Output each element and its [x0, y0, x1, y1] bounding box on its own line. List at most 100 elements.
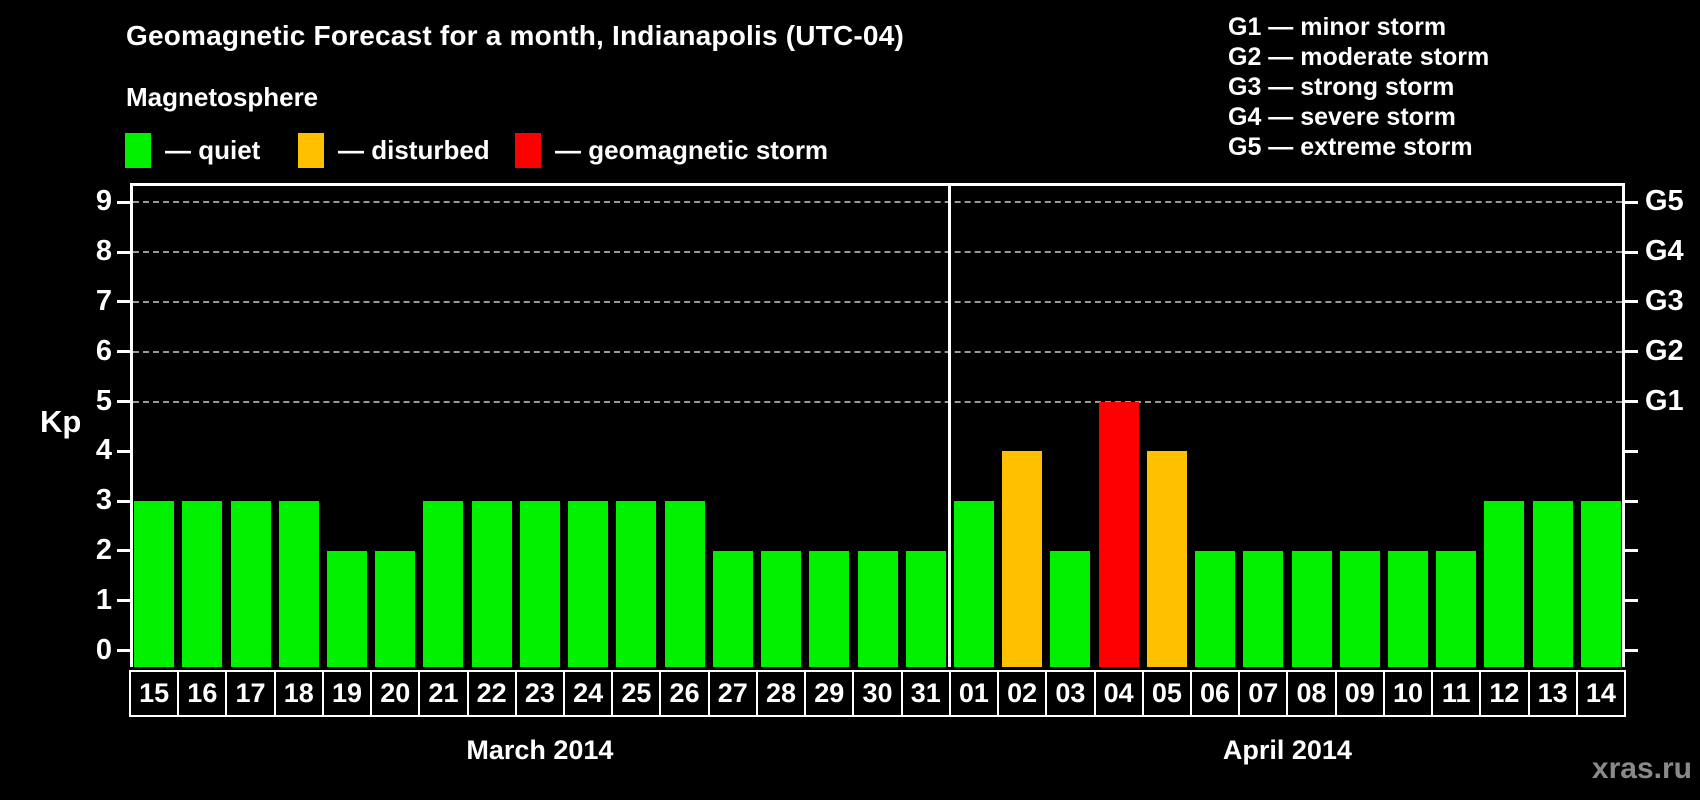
g-legend-line-3: G3 — strong storm: [1228, 73, 1455, 101]
legend-item-storm: — geomagnetic storm: [515, 133, 828, 168]
kp-bar-day-04: [1098, 401, 1139, 667]
g-tick-label-G5: G5: [1645, 185, 1684, 218]
day-label-march-30: 30: [852, 670, 903, 717]
day-label-march-29: 29: [804, 670, 855, 717]
day-label-march-31: 31: [900, 670, 951, 717]
right-tick-kp0: [1625, 649, 1638, 652]
y-axis-label-kp: Kp: [40, 404, 82, 439]
kp-tick-label-5: 5: [95, 384, 112, 417]
day-label-march-19: 19: [321, 670, 373, 717]
kp-tick-label-2: 2: [95, 533, 112, 566]
kp-bar-day-23: [519, 501, 560, 667]
g-legend-line-2: G2 — moderate storm: [1228, 43, 1490, 71]
day-label-april-04: 04: [1093, 670, 1144, 717]
day-label-march-18: 18: [273, 670, 324, 717]
day-label-march-24: 24: [563, 670, 614, 717]
kp-bar-day-07: [1243, 550, 1284, 667]
gridline-kp9: [133, 201, 1622, 204]
day-label-april-03: 03: [1045, 670, 1096, 717]
day-label-march-22: 22: [466, 670, 517, 717]
left-tick-kp8: [117, 250, 130, 254]
legend-item-disturbed: — disturbed: [298, 133, 490, 168]
right-tick-kp5: [1625, 400, 1638, 403]
kp-tick-label-3: 3: [95, 484, 112, 517]
gridline-kp6: [133, 350, 1622, 353]
left-tick-kp4: [117, 449, 130, 453]
kp-tick-label-4: 4: [95, 434, 112, 467]
right-tick-kp3: [1625, 499, 1638, 503]
gridline-kp8: [133, 251, 1622, 254]
g-tick-label-G1: G1: [1645, 384, 1684, 417]
left-tick-kp1: [117, 599, 130, 603]
kp-bar-day-24: [568, 501, 609, 667]
right-tick-kp4: [1625, 449, 1638, 453]
g-scale-legend: G1 — minor storm G2 — moderate storm G3 — …: [1228, 12, 1489, 162]
left-tick-kp9: [117, 200, 130, 204]
g-legend-line-4: G4 — severe storm: [1228, 103, 1456, 131]
kp-bar-day-13: [1532, 501, 1573, 667]
kp-bar-day-15: [134, 501, 175, 667]
kp-bar-day-27: [712, 550, 753, 667]
left-tick-kp2: [117, 549, 130, 553]
kp-bar-day-28: [761, 550, 802, 667]
kp-tick-label-8: 8: [95, 235, 112, 268]
g-tick-label-G4: G4: [1645, 235, 1684, 268]
quiet-color-swatch: [125, 133, 151, 168]
kp-bar-day-14: [1580, 501, 1621, 667]
legend-item-quiet: — quiet: [125, 133, 260, 168]
g-legend-line-1: G1 — minor storm: [1228, 13, 1447, 41]
day-label-march-25: 25: [611, 670, 662, 717]
day-label-april-11: 11: [1431, 670, 1482, 717]
kp-bar-day-06: [1195, 550, 1236, 667]
g-tick-label-G2: G2: [1645, 334, 1684, 367]
disturbed-color-swatch: [298, 133, 324, 168]
day-label-march-20: 20: [370, 670, 421, 717]
day-label-april-12: 12: [1479, 670, 1530, 717]
right-tick-kp2: [1625, 549, 1638, 553]
month-label-april: April 2014: [1222, 735, 1352, 765]
day-label-april-06: 06: [1189, 670, 1241, 717]
right-tick-kp6: [1625, 350, 1638, 354]
kp-tick-label-6: 6: [95, 334, 112, 367]
day-label-april-05: 05: [1141, 670, 1192, 717]
watermark-xras: xras.ru: [1591, 752, 1692, 785]
day-label-april-13: 13: [1527, 670, 1578, 717]
kp-bar-day-03: [1050, 550, 1091, 667]
left-tick-kp5: [117, 400, 130, 403]
kp-bar-day-11: [1436, 550, 1477, 667]
legend-label-storm: — geomagnetic storm: [555, 135, 829, 165]
kp-bar-day-30: [857, 550, 898, 667]
kp-bar-day-05: [1146, 451, 1187, 667]
day-label-april-14: 14: [1575, 670, 1626, 717]
day-label-march-17: 17: [225, 670, 276, 717]
kp-bar-day-31: [905, 550, 946, 667]
right-tick-kp1: [1625, 599, 1638, 603]
legend-label-quiet: — quiet: [165, 135, 261, 165]
day-label-april-02: 02: [997, 670, 1048, 717]
kp-tick-label-7: 7: [95, 284, 112, 317]
chart-title: Geomagnetic Forecast for a month, Indian…: [126, 20, 904, 51]
kp-bar-day-17: [230, 501, 271, 667]
left-tick-kp0: [117, 649, 130, 652]
gridline-kp5: [133, 400, 1622, 403]
day-label-march-21: 21: [418, 670, 469, 717]
day-label-april-09: 09: [1334, 670, 1385, 717]
day-label-march-27: 27: [707, 670, 758, 717]
kp-bar-day-01: [953, 501, 994, 667]
day-label-april-10: 10: [1382, 670, 1434, 717]
right-tick-kp9: [1625, 200, 1638, 204]
g-legend-line-5: G5 — extreme storm: [1228, 133, 1473, 161]
kp-bar-day-08: [1291, 550, 1332, 667]
g-tick-label-G3: G3: [1645, 284, 1684, 317]
kp-bar-day-25: [616, 501, 657, 667]
right-tick-kp8: [1625, 250, 1638, 254]
day-label-march-23: 23: [514, 670, 566, 717]
kp-bar-day-22: [471, 501, 512, 667]
plot-frame: [130, 183, 1625, 667]
day-label-march-28: 28: [755, 670, 807, 717]
kp-bar-day-02: [1002, 451, 1043, 667]
day-label-march-15: 15: [129, 670, 180, 717]
day-label-april-01: 01: [948, 670, 1000, 717]
kp-bar-day-10: [1387, 550, 1428, 667]
